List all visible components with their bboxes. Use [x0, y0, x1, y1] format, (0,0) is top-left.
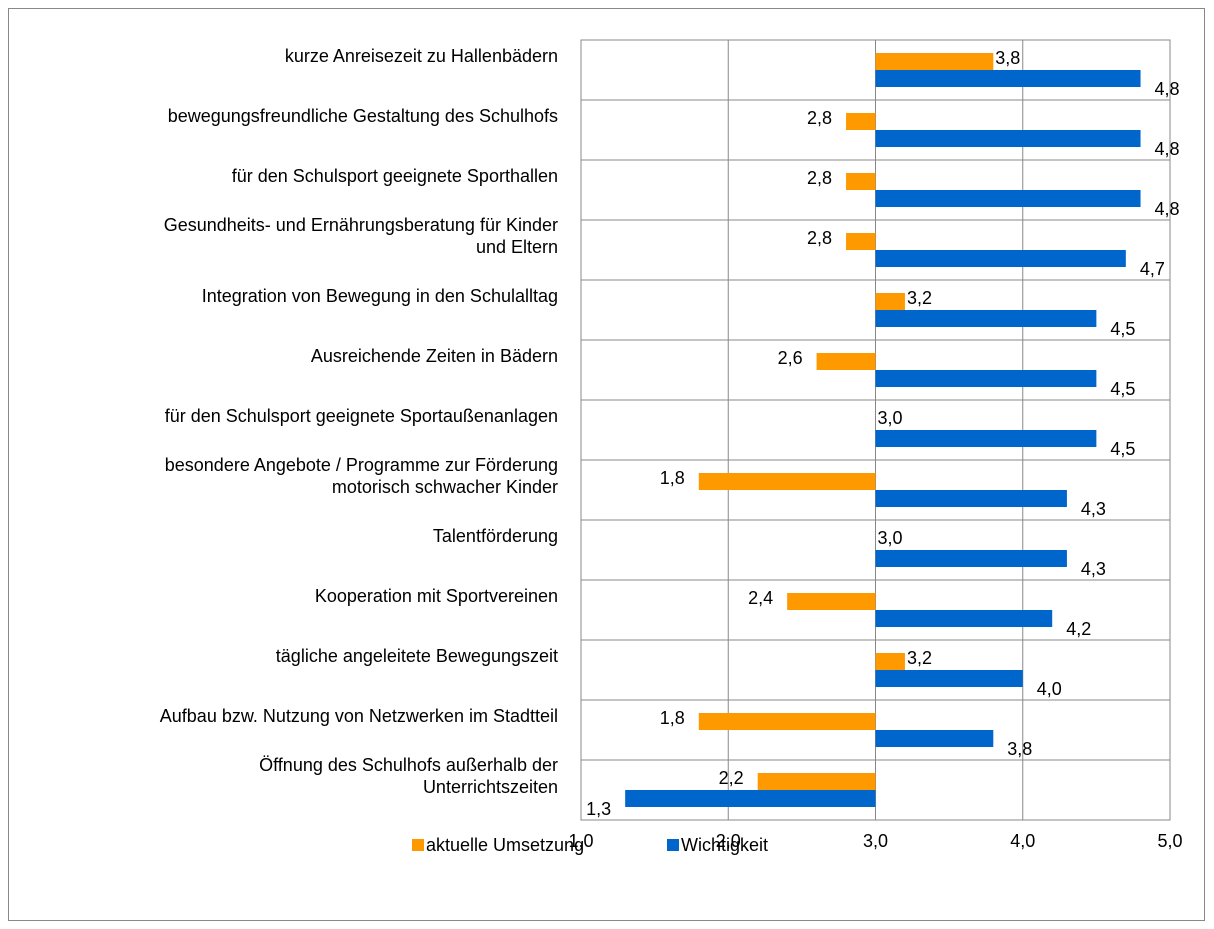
value-label: 2,2 — [719, 768, 744, 788]
value-label: 3,2 — [907, 648, 932, 668]
value-label: 3,8 — [1007, 739, 1032, 759]
bar — [875, 430, 1097, 447]
value-label: 3,2 — [907, 288, 932, 308]
legend-swatch — [412, 839, 424, 851]
value-label: 2,8 — [807, 228, 832, 248]
value-label: 4,3 — [1081, 559, 1106, 579]
bar — [875, 370, 1097, 387]
x-tick-label: 1,0 — [568, 831, 593, 851]
category-label: Kooperation mit Sportvereinen — [314, 586, 558, 606]
category-label: Integration von Bewegung in den Schulall… — [201, 286, 558, 306]
value-label: 4,5 — [1110, 379, 1135, 399]
bar — [875, 130, 1141, 147]
bar — [846, 233, 876, 250]
category-label: Ausreichende Zeiten in Bädern — [310, 346, 558, 366]
category-label: Gesundheits- und Ernährungsberatung für … — [163, 215, 558, 257]
x-tick-label: 2,0 — [716, 831, 741, 851]
category-label: Öffnung des Schulhofs außerhalb der Unte… — [259, 755, 558, 797]
bar — [757, 773, 876, 790]
bar — [875, 190, 1141, 207]
value-label: 2,8 — [807, 108, 832, 128]
legend-label: Wichtigkeit — [681, 835, 768, 855]
bar — [875, 730, 994, 747]
chart-frame — [8, 8, 1205, 921]
x-tick-label: 4,0 — [1010, 831, 1035, 851]
value-label: 4,8 — [1155, 79, 1180, 99]
value-label: 3,8 — [995, 48, 1020, 68]
bar — [875, 670, 1023, 687]
bar — [875, 653, 905, 670]
category-label: Talentförderung — [432, 526, 558, 546]
bar — [698, 473, 876, 490]
bar — [698, 713, 876, 730]
category-label: besondere Angebote / Programme zur Förde… — [164, 455, 558, 497]
value-label: 3,0 — [878, 408, 903, 428]
bar — [875, 53, 994, 70]
bar — [846, 173, 876, 190]
category-label: tägliche angeleitete Bewegungszeit — [275, 646, 558, 666]
category-label: für den Schulsport geeignete Sportaußena… — [164, 406, 558, 426]
value-label: 4,3 — [1081, 499, 1106, 519]
value-label: 2,8 — [807, 168, 832, 188]
value-label: 4,8 — [1155, 139, 1180, 159]
value-label: 4,7 — [1140, 259, 1165, 279]
x-tick-label: 5,0 — [1157, 831, 1182, 851]
value-label: 4,0 — [1037, 679, 1062, 699]
bar — [875, 250, 1126, 267]
value-label: 4,5 — [1110, 439, 1135, 459]
bar — [846, 113, 876, 130]
category-label: Aufbau bzw. Nutzung von Netzwerken im St… — [159, 706, 558, 726]
category-label: für den Schulsport geeignete Sporthallen — [231, 166, 558, 186]
value-label: 2,4 — [748, 588, 773, 608]
value-label: 1,8 — [660, 708, 685, 728]
bar — [787, 593, 876, 610]
category-label: kurze Anreisezeit zu Hallenbädern — [284, 46, 558, 66]
bar — [875, 610, 1053, 627]
x-tick-label: 3,0 — [863, 831, 888, 851]
bar — [875, 310, 1097, 327]
bar — [875, 550, 1067, 567]
category-label: bewegungsfreundliche Gestaltung des Schu… — [167, 106, 558, 126]
value-label: 1,8 — [660, 468, 685, 488]
bar — [875, 490, 1067, 507]
value-label: 3,0 — [878, 528, 903, 548]
legend-swatch — [667, 839, 679, 851]
value-label: 2,6 — [778, 348, 803, 368]
value-label: 4,8 — [1155, 199, 1180, 219]
bar — [625, 790, 876, 807]
value-label: 4,5 — [1110, 319, 1135, 339]
value-label: 1,3 — [586, 799, 611, 819]
bar — [875, 293, 905, 310]
bar — [875, 70, 1141, 87]
legend-label: aktuelle Umsetzung — [426, 835, 584, 855]
bar — [816, 353, 876, 370]
value-label: 4,2 — [1066, 619, 1091, 639]
